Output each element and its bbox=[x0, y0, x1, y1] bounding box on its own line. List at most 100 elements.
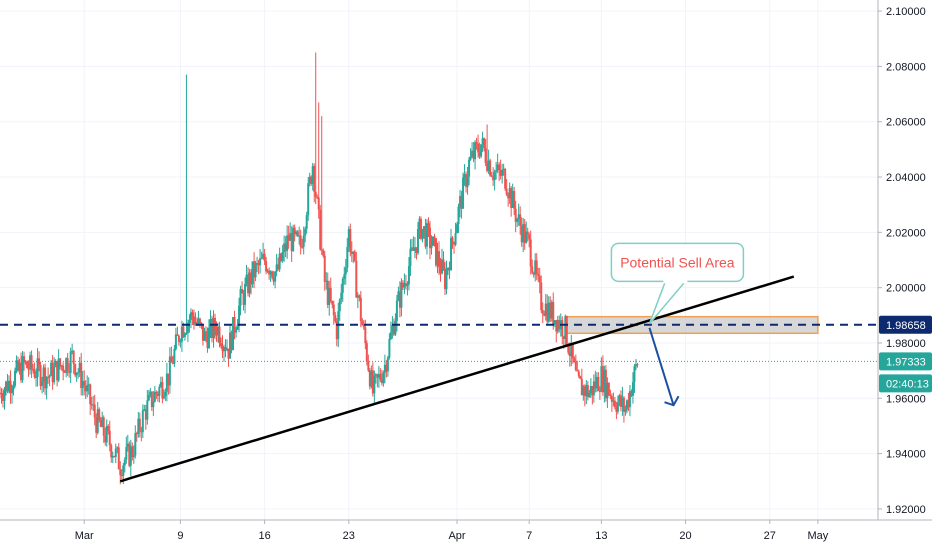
candle-body bbox=[332, 304, 335, 316]
candle-body bbox=[36, 358, 39, 377]
candle-body bbox=[474, 142, 477, 160]
candle-body bbox=[344, 267, 347, 275]
candle-body bbox=[594, 381, 597, 389]
candle-body bbox=[5, 381, 8, 391]
candle-body bbox=[380, 379, 383, 384]
candle-body bbox=[104, 435, 107, 443]
time-axis[interactable]: Mar 9 16 23 Apr 7 13 20 27 May bbox=[0, 519, 932, 550]
candle-body bbox=[371, 370, 374, 394]
time-tick-label: 9 bbox=[177, 530, 183, 542]
time-tick-label: 13 bbox=[595, 530, 607, 542]
candle-body bbox=[478, 152, 481, 157]
candle-body bbox=[20, 362, 23, 381]
candle-body bbox=[319, 209, 322, 250]
callout-pointer-mask bbox=[663, 278, 688, 284]
candle-body bbox=[592, 381, 595, 396]
candle-body bbox=[463, 174, 466, 178]
candle-body bbox=[350, 251, 353, 254]
candle-body bbox=[92, 404, 95, 406]
candle-body bbox=[410, 247, 413, 249]
candle-body bbox=[328, 287, 331, 306]
trendline[interactable] bbox=[119, 275, 795, 483]
candle-body bbox=[460, 196, 463, 209]
candle-body bbox=[317, 197, 320, 210]
candle-body bbox=[232, 317, 235, 351]
candle-body bbox=[516, 218, 519, 222]
candle-body bbox=[573, 358, 576, 362]
candle-body bbox=[418, 218, 421, 230]
price-tick-label: 1.98000 bbox=[886, 338, 926, 350]
candle-body bbox=[434, 238, 437, 266]
candle-body bbox=[487, 160, 490, 171]
candle-body bbox=[352, 251, 355, 254]
candle-body bbox=[98, 409, 101, 421]
candle-body bbox=[235, 329, 238, 333]
candle-body bbox=[325, 280, 328, 282]
candle-body bbox=[62, 365, 65, 372]
candle-body bbox=[50, 362, 53, 376]
candle-body bbox=[349, 228, 352, 252]
candle-body bbox=[622, 397, 625, 412]
resistance-price-tag[interactable] bbox=[879, 315, 932, 334]
candle-body bbox=[138, 418, 141, 432]
candle-body bbox=[149, 391, 152, 395]
candle-body bbox=[359, 297, 362, 322]
candle-body bbox=[305, 215, 308, 229]
candle-body bbox=[631, 382, 634, 396]
candle-body bbox=[296, 231, 299, 236]
candle-body bbox=[549, 302, 552, 319]
candle-body bbox=[400, 282, 403, 308]
candle-body bbox=[277, 264, 280, 270]
candle-body bbox=[558, 320, 561, 330]
candle-body bbox=[392, 325, 395, 335]
candle-body bbox=[47, 377, 50, 379]
candle-body bbox=[253, 261, 256, 278]
candle-body bbox=[598, 390, 601, 392]
candle-body bbox=[32, 368, 35, 371]
current-price-tag[interactable] bbox=[879, 352, 932, 371]
candle-body bbox=[471, 150, 474, 157]
current-price-tag-label: 1.97333 bbox=[886, 356, 926, 368]
candle-body bbox=[152, 401, 155, 408]
candle-body bbox=[493, 171, 496, 181]
price-axis[interactable]: 1.92000 1.94000 1.96000 1.98000 2.00000 2.020… bbox=[877, 0, 932, 550]
candle-body bbox=[379, 373, 382, 380]
candle-body bbox=[274, 271, 277, 282]
price-tick-label: 2.00000 bbox=[886, 283, 926, 295]
candle-body bbox=[589, 386, 592, 394]
candle-body bbox=[383, 364, 386, 373]
candle-body bbox=[630, 391, 633, 396]
candle-body bbox=[364, 327, 367, 344]
candle-body bbox=[164, 391, 167, 397]
candle-body bbox=[81, 381, 84, 389]
candle-body bbox=[469, 156, 472, 160]
callout-label: Potential Sell Area bbox=[620, 254, 735, 270]
candle-body bbox=[74, 364, 77, 376]
candle-body bbox=[567, 344, 570, 353]
candle-body bbox=[489, 160, 492, 176]
candle-body bbox=[486, 163, 489, 171]
candle-body bbox=[242, 293, 245, 305]
resistance-price-tag-label: 1.98658 bbox=[886, 320, 926, 332]
candle-body bbox=[170, 356, 173, 363]
candle-body bbox=[158, 386, 161, 396]
candle-body bbox=[618, 395, 621, 403]
candle-body bbox=[203, 331, 206, 341]
candle-body bbox=[517, 214, 520, 219]
candle-body bbox=[636, 364, 639, 366]
price-tick-label: 2.06000 bbox=[886, 117, 926, 129]
candle-body bbox=[621, 397, 624, 407]
candle-body bbox=[528, 234, 531, 240]
candle-body bbox=[60, 365, 63, 367]
candle-body bbox=[140, 431, 143, 433]
candle-body bbox=[292, 227, 295, 252]
candle-body bbox=[119, 469, 122, 475]
candle-body bbox=[323, 255, 326, 282]
candle-body bbox=[475, 142, 478, 144]
candle-body bbox=[195, 321, 198, 324]
candle-body bbox=[445, 270, 448, 290]
candle-body bbox=[179, 341, 182, 343]
candle-body bbox=[206, 336, 209, 349]
candle-body bbox=[6, 381, 9, 392]
